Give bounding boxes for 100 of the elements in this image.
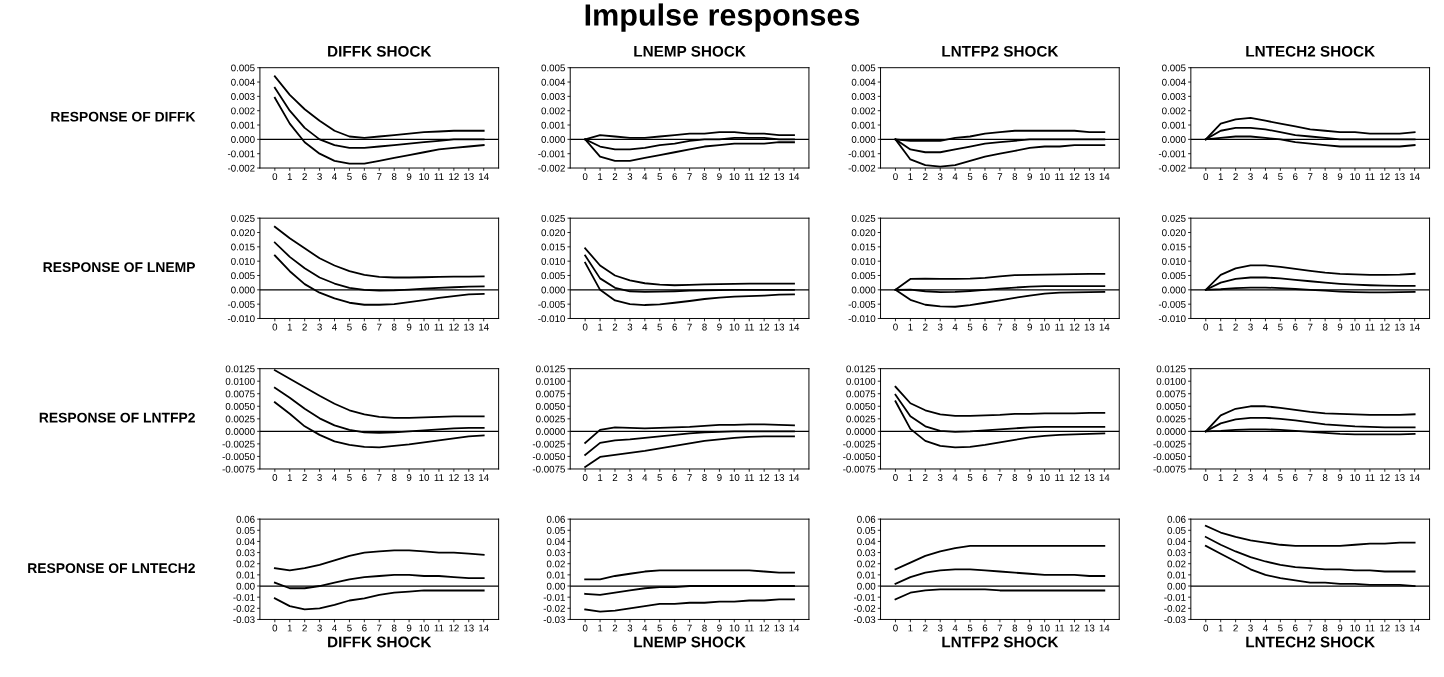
y-tick-label: -0.001	[1158, 150, 1186, 158]
y-tick-label: 0.0075	[225, 390, 255, 398]
y-tick-label: 0.001	[1162, 121, 1186, 129]
y-tick-label: -0.0050	[1153, 453, 1186, 461]
x-axis-title: LNEMP SHOCK	[634, 636, 746, 648]
x-tick-label: 8	[1322, 474, 1328, 481]
x-tick-label: 3	[627, 173, 633, 181]
x-tick-label: 11	[1055, 323, 1065, 331]
y-tick-label: 0.001	[541, 121, 565, 129]
x-tick-label: 1	[287, 173, 292, 180]
y-tick-label: -0.0075	[1153, 465, 1186, 473]
x-tick-label: 11	[1365, 624, 1375, 632]
x-tick-label: 8	[1012, 624, 1018, 632]
y-tick-label: 0.01	[857, 571, 876, 579]
x-tick-label: 8	[1322, 624, 1328, 632]
x-tick-label: 14	[1099, 474, 1110, 481]
x-tick-label: 3	[317, 173, 322, 181]
y-tick-label: 0.002	[1162, 107, 1186, 115]
y-tick-label: 0.015	[231, 243, 255, 251]
x-tick-label: 4	[1262, 624, 1268, 632]
y-tick-label: -0.002	[227, 164, 255, 172]
x-tick-label: 6	[1293, 173, 1298, 181]
x-tick-label: 11	[1365, 173, 1375, 180]
x-tick-label: 2	[1233, 173, 1238, 180]
x-tick-label: 11	[434, 474, 444, 481]
y-tick-label: 0.025	[851, 214, 876, 222]
x-tick-label: 12	[1380, 323, 1390, 331]
x-tick-label: 10	[1350, 173, 1360, 181]
y-tick-label: 0.0100	[846, 377, 876, 385]
x-tick-label: 2	[612, 624, 618, 632]
y-tick-label: 0.020	[231, 229, 255, 237]
x-tick-label: 12	[1380, 474, 1390, 481]
y-tick-label: -0.0075	[843, 465, 876, 473]
chart-title: LNEMP SHOCK	[634, 45, 746, 57]
x-tick-label: 4	[642, 173, 648, 180]
x-tick-label: 5	[1278, 173, 1283, 181]
x-tick-label: 12	[1069, 474, 1080, 481]
x-tick-label: 8	[391, 173, 397, 181]
x-tick-label: 3	[937, 624, 943, 632]
y-tick-label: 0.005	[541, 272, 565, 280]
y-tick-label: 0.0125	[536, 365, 565, 373]
x-tick-label: 11	[1365, 474, 1375, 481]
y-tick-label: 0.005	[231, 272, 255, 280]
y-tick-label: 0.0050	[536, 403, 565, 410]
x-tick-label: 6	[362, 474, 367, 481]
y-tick-label: 0.0075	[1156, 390, 1186, 398]
x-tick-label: 0	[272, 323, 278, 331]
x-tick-label: 2	[302, 323, 307, 331]
x-tick-label: 14	[479, 173, 489, 180]
x-tick-label: 7	[997, 624, 1003, 632]
y-tick-label: 0.005	[1162, 64, 1186, 72]
x-tick-label: 4	[332, 474, 337, 481]
x-tick-label: 14	[1409, 624, 1420, 632]
x-tick-label: 6	[672, 474, 677, 481]
y-tick-label: 0.03	[546, 549, 565, 557]
x-tick-label: 5	[1278, 474, 1283, 481]
x-tick-label: 9	[1337, 173, 1343, 181]
x-tick-label: 5	[967, 173, 973, 181]
y-tick-label: 0.005	[851, 64, 876, 72]
y-tick-label: -0.002	[848, 164, 876, 172]
y-tick-label: 0.03	[236, 549, 255, 557]
x-tick-label: 4	[1262, 323, 1268, 331]
x-tick-label: 9	[406, 173, 412, 181]
y-tick-label: 0.020	[1162, 229, 1186, 237]
x-tick-label: 6	[1293, 474, 1298, 481]
y-tick-label: 0.015	[851, 243, 876, 251]
y-tick-label: -0.010	[227, 315, 255, 323]
x-tick-label: 8	[1322, 323, 1328, 331]
x-tick-label: 14	[789, 323, 800, 331]
chart-title: LNTECH2 SHOCK	[1246, 45, 1375, 57]
y-tick-label: 0.0100	[225, 377, 255, 385]
y-tick-label: 0.0125	[225, 365, 255, 373]
y-axis-title: RESPONSE OF DIFFK	[51, 111, 196, 122]
y-tick-label: 0.003	[851, 93, 876, 100]
x-tick-label: 1	[598, 474, 603, 481]
x-tick-label: 0	[582, 624, 588, 632]
x-tick-label: 2	[1233, 474, 1238, 481]
x-tick-label: 0	[272, 474, 278, 481]
x-tick-label: 8	[391, 474, 397, 481]
x-tick-label: 5	[657, 474, 663, 481]
x-tick-label: 8	[702, 173, 707, 181]
x-tick-label: 0	[272, 173, 278, 181]
x-tick-label: 4	[642, 323, 648, 331]
x-tick-label: 4	[332, 323, 337, 331]
y-axis-title: RESPONSE OF LNTECH2	[28, 563, 195, 574]
y-tick-label: 0.04	[236, 538, 255, 546]
x-tick-label: 1	[1218, 474, 1223, 481]
x-tick-label: 5	[657, 323, 663, 331]
x-tick-label: 3	[317, 624, 322, 632]
x-tick-label: 5	[347, 323, 352, 331]
x-tick-label: 7	[997, 173, 1003, 180]
x-tick-label: 4	[1262, 474, 1268, 481]
x-tick-label: 12	[1380, 173, 1390, 180]
y-tick-label: 0.0050	[846, 403, 876, 410]
x-tick-label: 11	[1055, 173, 1065, 180]
x-tick-label: 12	[759, 173, 770, 180]
x-tick-label: 13	[464, 624, 474, 632]
x-tick-label: 0	[893, 474, 898, 481]
x-tick-label: 6	[362, 624, 367, 632]
x-tick-label: 13	[1084, 474, 1095, 481]
